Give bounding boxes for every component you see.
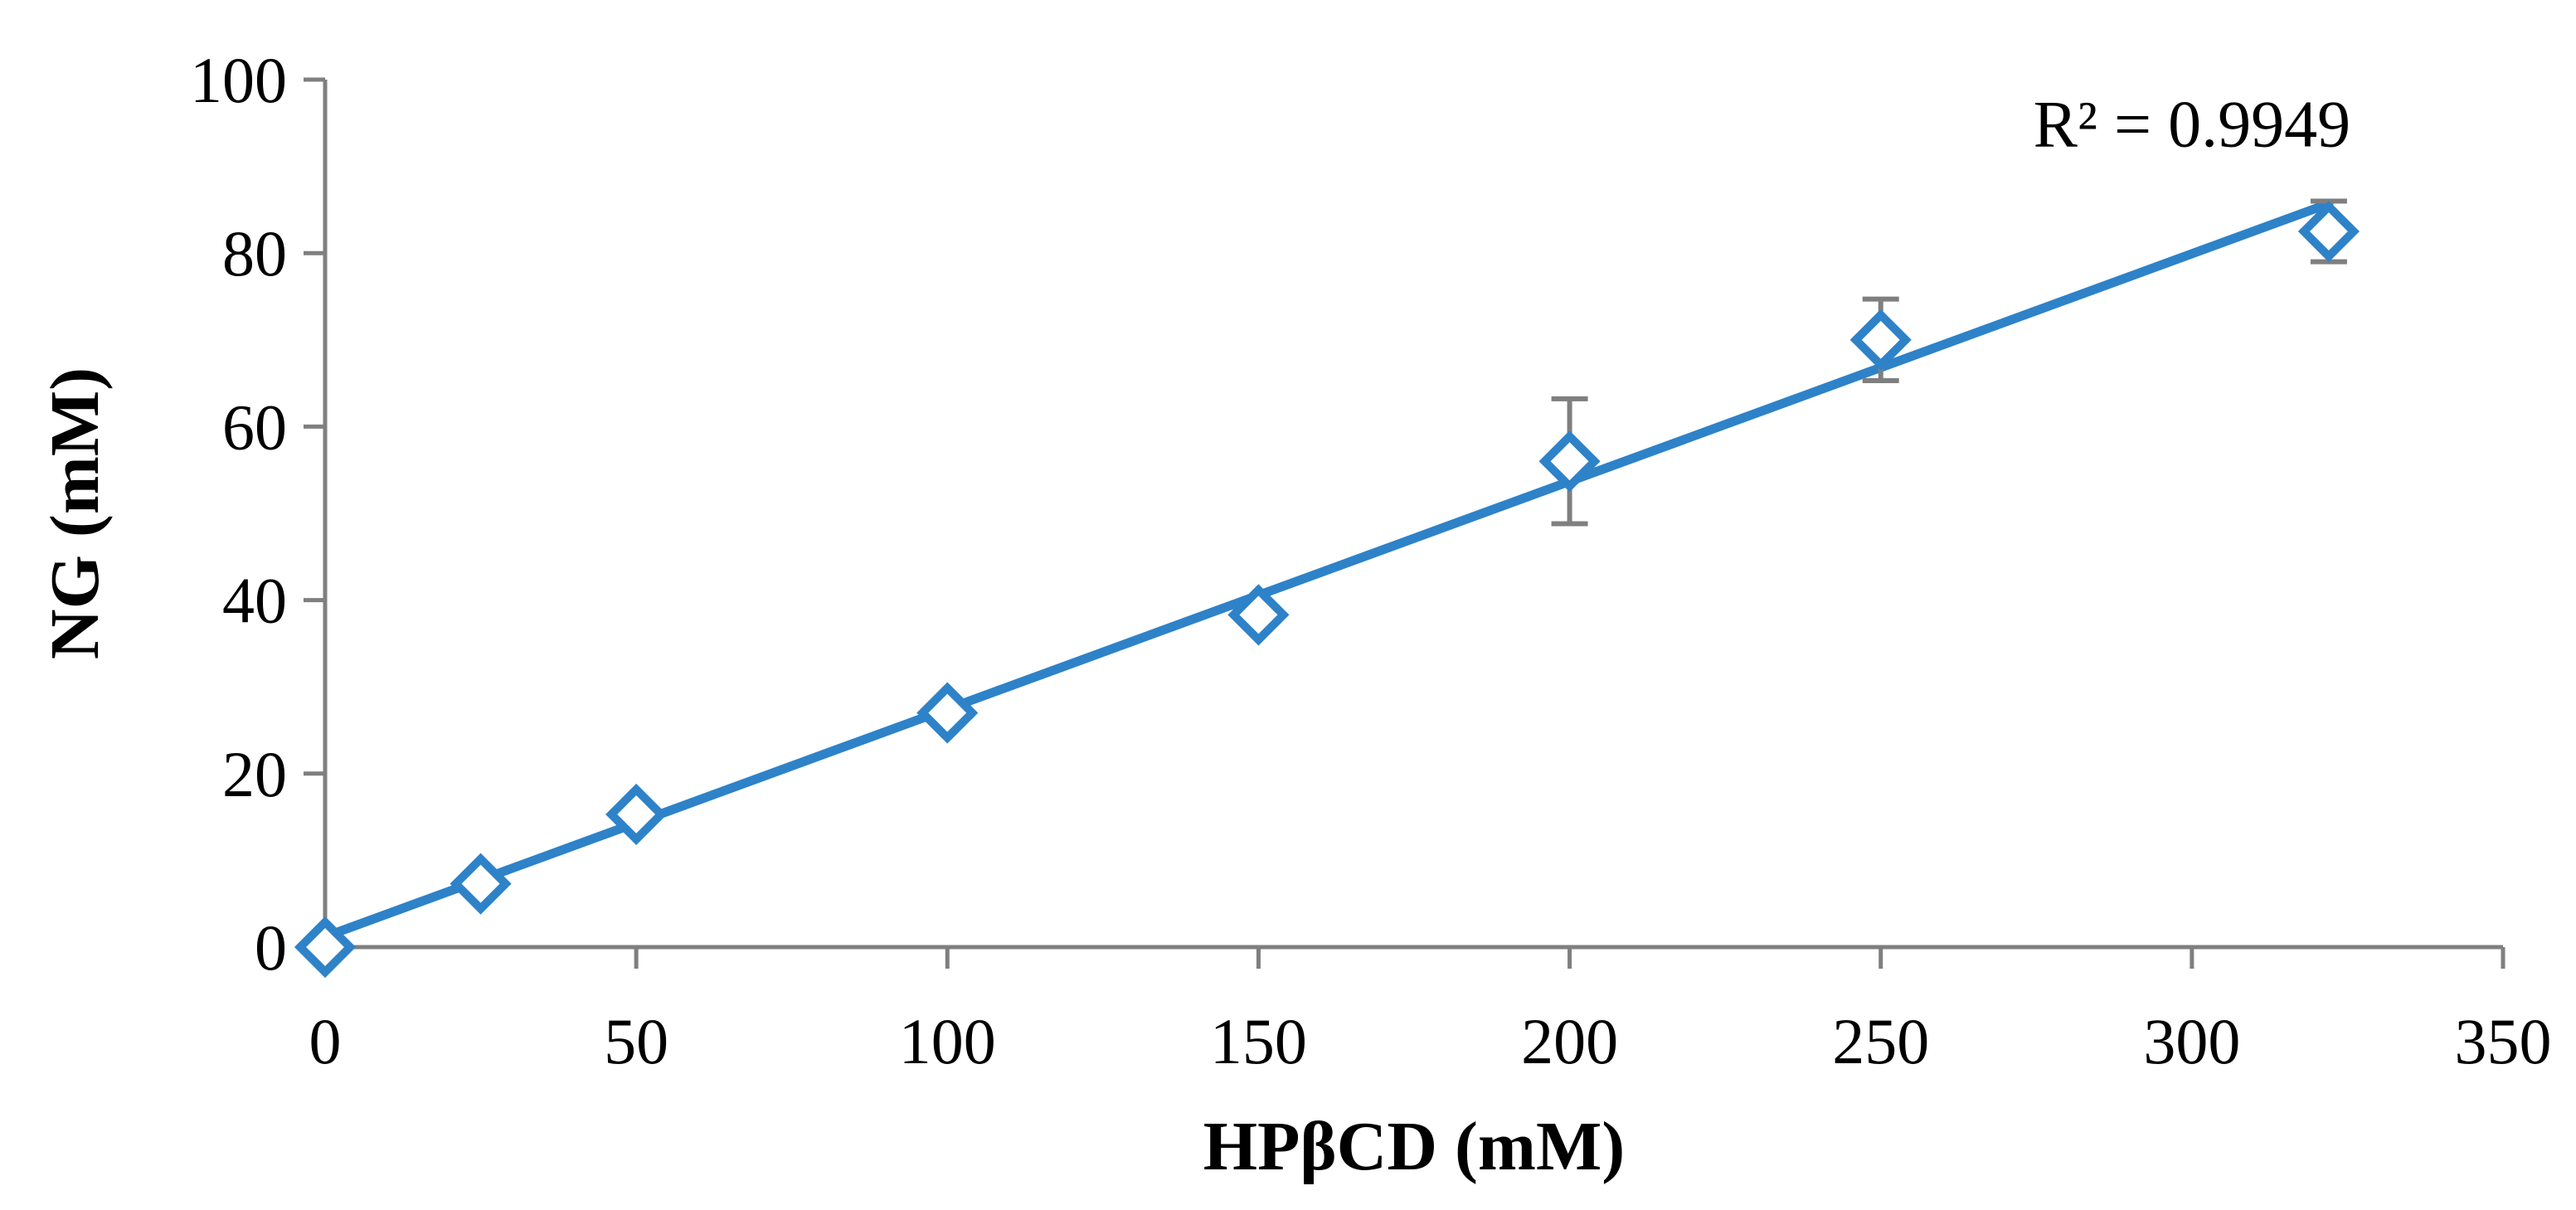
data-point <box>1227 584 1290 646</box>
y-tick-label: 100 <box>190 44 287 116</box>
y-tick-label: 40 <box>222 565 287 637</box>
y-ticks: 0 20 40 60 80 100 <box>190 44 325 984</box>
data-point <box>605 783 668 846</box>
data-point <box>1849 309 1912 371</box>
data-points <box>294 200 2360 979</box>
x-axis-title: HPβCD (mM) <box>1203 1108 1625 1185</box>
x-tick-label: 200 <box>1521 1005 1618 1077</box>
x-tick-label: 300 <box>2143 1005 2240 1077</box>
y-axis-title: NG (mM) <box>36 367 114 659</box>
x-tick-label: 250 <box>1832 1005 1929 1077</box>
x-tick-label: 350 <box>2455 1005 2552 1077</box>
x-ticks: 0 50 100 150 200 250 300 350 <box>309 947 2552 1077</box>
x-tick-label: 50 <box>604 1005 668 1077</box>
data-point <box>294 916 357 979</box>
x-tick-label: 0 <box>309 1005 342 1077</box>
data-point <box>450 853 512 915</box>
r-squared-annotation: R² = 0.9949 <box>2034 88 2350 161</box>
x-tick-label: 100 <box>899 1005 996 1077</box>
data-point <box>1538 430 1601 493</box>
x-tick-label: 150 <box>1210 1005 1307 1077</box>
data-point <box>916 682 979 744</box>
y-tick-label: 80 <box>222 217 287 289</box>
y-tick-label: 0 <box>255 911 287 984</box>
y-tick-label: 60 <box>222 391 287 463</box>
data-point <box>2297 200 2360 263</box>
axes <box>323 80 2503 950</box>
y-tick-label: 20 <box>222 738 287 810</box>
